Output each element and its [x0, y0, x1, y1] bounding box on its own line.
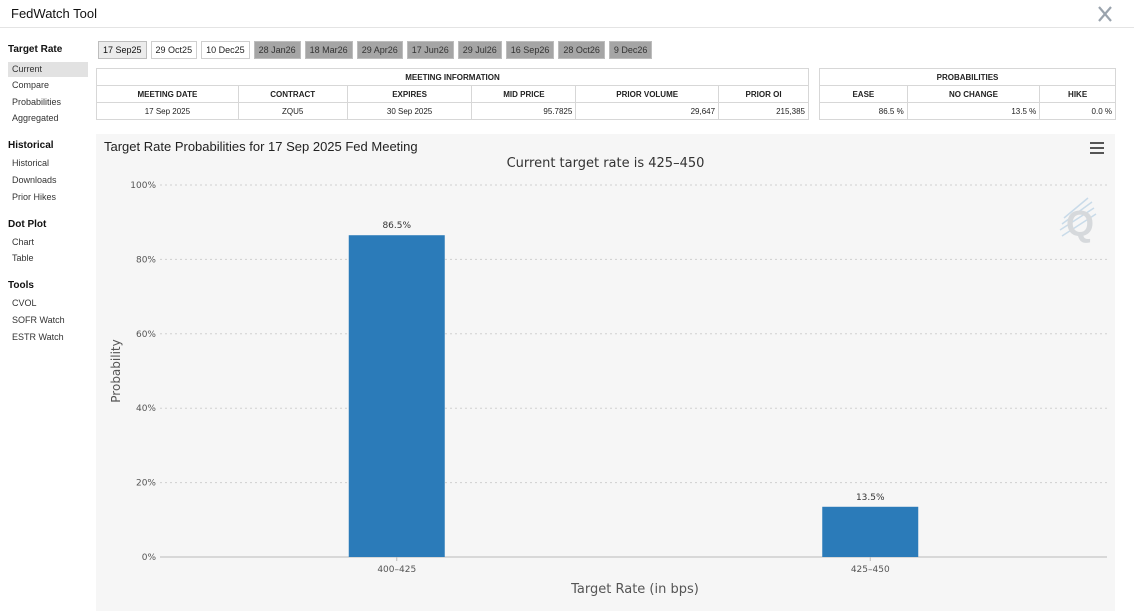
sidebar-item-compare[interactable]: Compare	[12, 80, 50, 90]
sidebar-item-table[interactable]: Table	[12, 253, 34, 263]
y-tick-label: 60%	[136, 330, 156, 340]
x-tick-label: 400–425	[377, 565, 416, 575]
title-bar: FedWatch Tool	[0, 0, 1134, 28]
x-tick-label: 425–450	[851, 565, 890, 575]
bar-2[interactable]	[822, 506, 919, 557]
sidebar-item-chart[interactable]: Chart	[12, 237, 35, 247]
data-label: 13.5%	[856, 493, 885, 503]
column-header: EXPIRES	[346, 85, 473, 103]
probabilities-heading: PROBABILITIES	[819, 68, 1116, 86]
column-header: EASE	[819, 85, 908, 103]
sidebar-item-prior-hikes[interactable]: Prior Hikes	[12, 192, 57, 202]
tab-29-jul26[interactable]: 29 Jul26	[457, 41, 502, 59]
close-button[interactable]	[1096, 4, 1114, 24]
column-header: HIKE	[1039, 85, 1116, 103]
y-tick-label: 80%	[136, 255, 156, 265]
tab-17-sep25[interactable]: 17 Sep25	[98, 41, 147, 59]
sidebar-heading-target-rate: Target Rate	[8, 44, 63, 55]
sidebar-heading-tools: Tools	[8, 280, 34, 291]
expires-value: 30 Sep 2025	[346, 102, 473, 120]
y-tick-label: 40%	[136, 404, 156, 414]
sidebar-item-probabilities[interactable]: Probabilities	[12, 97, 62, 107]
probabilities-table: PROBABILITIES EASE NO CHANGE HIKE 86.5 %…	[819, 68, 1116, 120]
chart-subtitle: Current target rate is 425–450	[506, 156, 705, 171]
y-tick-label: 100%	[130, 181, 156, 191]
tab-28-jan26[interactable]: 28 Jan26	[253, 41, 301, 59]
meeting-tabs: 17 Sep25 29 Oct25 10 Dec25 28 Jan26 18 M…	[98, 41, 653, 59]
y-tick-label: 20%	[136, 479, 156, 489]
bar-1[interactable]	[348, 235, 445, 557]
sidebar-heading-dot-plot: Dot Plot	[8, 219, 47, 230]
sidebar-item-estr-watch[interactable]: ESTR Watch	[12, 332, 64, 342]
column-header: MEETING DATE	[96, 85, 239, 103]
data-label: 86.5%	[382, 221, 411, 231]
hamburger-menu-icon[interactable]	[1090, 142, 1104, 154]
column-header: NO CHANGE	[906, 85, 1041, 103]
chart-title: Target Rate Probabilities for 17 Sep 202…	[104, 139, 418, 154]
tab-18-mar26[interactable]: 18 Mar26	[304, 41, 353, 59]
sidebar-item-aggregated[interactable]: Aggregated	[12, 113, 59, 123]
mid-price-value: 95.7825	[471, 102, 577, 120]
close-icon	[1098, 6, 1112, 22]
sidebar-item-downloads[interactable]: Downloads	[12, 175, 57, 185]
tab-29-apr26[interactable]: 29 Apr26	[356, 41, 403, 59]
tab-16-sep26[interactable]: 16 Sep26	[505, 41, 555, 59]
meeting-information-table: MEETING INFORMATION MEETING DATE CONTRAC…	[96, 68, 809, 120]
tab-29-oct25[interactable]: 29 Oct25	[150, 41, 198, 59]
y-axis-label: Probability	[109, 339, 123, 402]
no-change-value: 13.5 %	[906, 102, 1041, 120]
tab-17-jun26[interactable]: 17 Jun26	[406, 41, 454, 59]
column-header: CONTRACT	[237, 85, 348, 103]
meeting-date-value: 17 Sep 2025	[96, 102, 239, 120]
meeting-information-heading: MEETING INFORMATION	[96, 68, 809, 86]
y-tick-label: 0%	[142, 553, 157, 563]
tab-9-dec26[interactable]: 9 Dec26	[608, 41, 653, 59]
prior-volume-value: 29,647	[575, 102, 720, 120]
tab-10-dec25[interactable]: 10 Dec25	[201, 41, 250, 59]
sidebar-item-current[interactable]: Current	[8, 62, 88, 77]
ease-value: 86.5 %	[819, 102, 908, 120]
x-axis-label: Target Rate (in bps)	[570, 582, 699, 597]
prior-oi-value: 215,385	[718, 102, 809, 120]
sidebar-item-cvol[interactable]: CVOL	[12, 298, 37, 308]
sidebar-item-sofr-watch[interactable]: SOFR Watch	[12, 315, 65, 325]
tab-28-oct26[interactable]: 28 Oct26	[558, 41, 605, 59]
quikstrike-logo-icon: Q	[1058, 196, 1102, 244]
chart-panel: Target Rate Probabilities for 17 Sep 202…	[96, 134, 1115, 611]
probability-bar-chart: 0% 20% 40% 60% 80% 100% 86.5% 400–425 13.5% 425–4…	[109, 181, 1107, 597]
svg-text:Q: Q	[1066, 203, 1094, 244]
app-title: FedWatch Tool	[11, 6, 97, 21]
column-header: MID PRICE	[471, 85, 577, 103]
sidebar-item-historical[interactable]: Historical	[12, 158, 50, 168]
hike-value: 0.0 %	[1039, 102, 1116, 120]
column-header: PRIOR VOLUME	[575, 85, 720, 103]
contract-value: ZQU5	[237, 102, 348, 120]
sidebar-heading-historical: Historical	[8, 140, 54, 151]
column-header: PRIOR OI	[718, 85, 809, 103]
